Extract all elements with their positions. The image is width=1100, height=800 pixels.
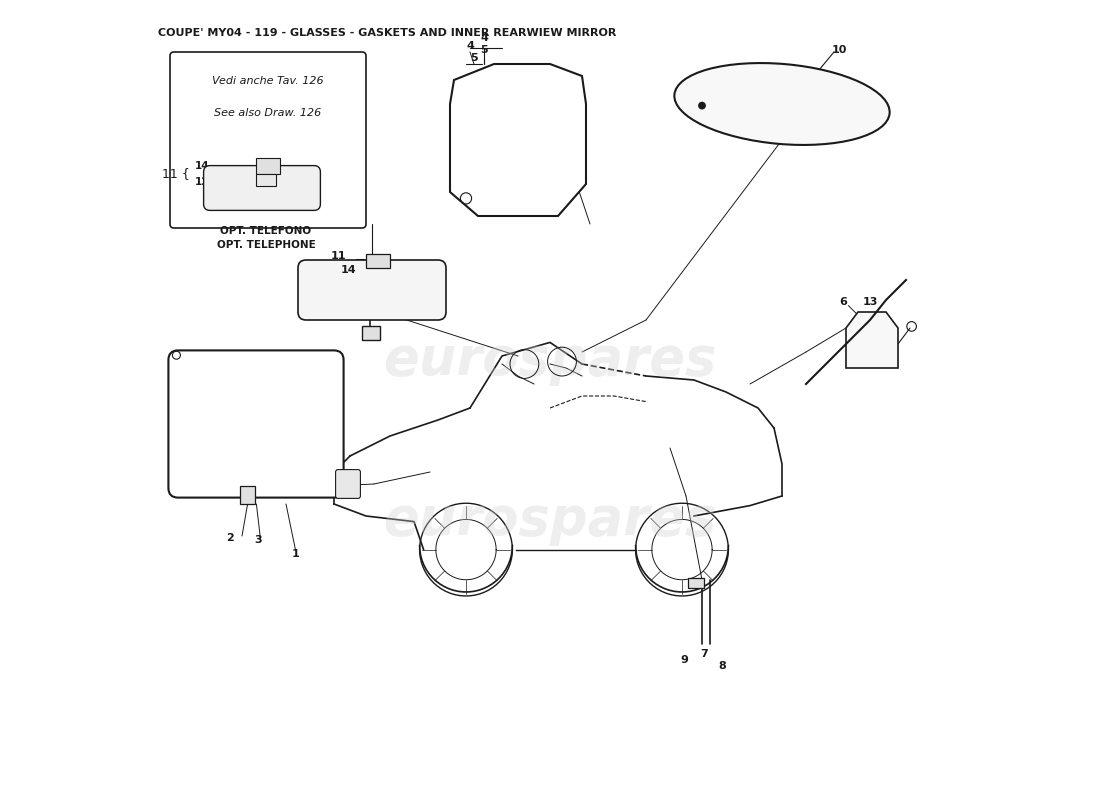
PathPatch shape (846, 312, 898, 368)
Bar (241, 486, 255, 504)
FancyBboxPatch shape (168, 350, 343, 498)
Text: 4: 4 (466, 42, 474, 51)
Text: OPT. TELEPHONE: OPT. TELEPHONE (217, 240, 316, 250)
FancyBboxPatch shape (170, 52, 366, 228)
Text: 3: 3 (254, 535, 262, 545)
Text: 5: 5 (481, 45, 488, 54)
Text: 2: 2 (227, 533, 234, 542)
Text: 1: 1 (292, 549, 299, 558)
Text: 10: 10 (832, 45, 847, 54)
Text: 14: 14 (195, 161, 209, 170)
Text: 9: 9 (681, 655, 689, 665)
Text: 11 {: 11 { (163, 167, 190, 180)
Bar (362, 326, 380, 340)
Text: 8: 8 (718, 661, 726, 670)
FancyBboxPatch shape (298, 260, 446, 320)
Text: 5: 5 (470, 53, 477, 62)
Text: eurospares: eurospares (383, 494, 717, 546)
Text: 6: 6 (839, 297, 847, 306)
Text: 4: 4 (481, 34, 488, 43)
FancyBboxPatch shape (204, 166, 320, 210)
Text: COUPE' MY04 - 119 - GLASSES - GASKETS AND INNER REARWIEW MIRROR: COUPE' MY04 - 119 - GLASSES - GASKETS AN… (158, 28, 616, 38)
Text: See also Draw. 126: See also Draw. 126 (214, 108, 321, 118)
FancyBboxPatch shape (256, 174, 276, 186)
Bar (688, 578, 704, 588)
FancyBboxPatch shape (336, 470, 361, 498)
Text: 13: 13 (862, 297, 878, 306)
Text: Vedi anche Tav. 126: Vedi anche Tav. 126 (212, 76, 323, 86)
Text: 14: 14 (341, 265, 356, 274)
Text: 7: 7 (701, 649, 708, 658)
Text: 11: 11 (330, 251, 345, 261)
PathPatch shape (450, 64, 586, 216)
Circle shape (698, 102, 705, 109)
Text: eurospares: eurospares (383, 334, 717, 386)
Text: 12: 12 (195, 177, 209, 186)
Text: OPT. TELEFONO: OPT. TELEFONO (220, 226, 311, 235)
Ellipse shape (674, 63, 890, 145)
FancyBboxPatch shape (256, 158, 279, 174)
Bar (366, 254, 390, 268)
